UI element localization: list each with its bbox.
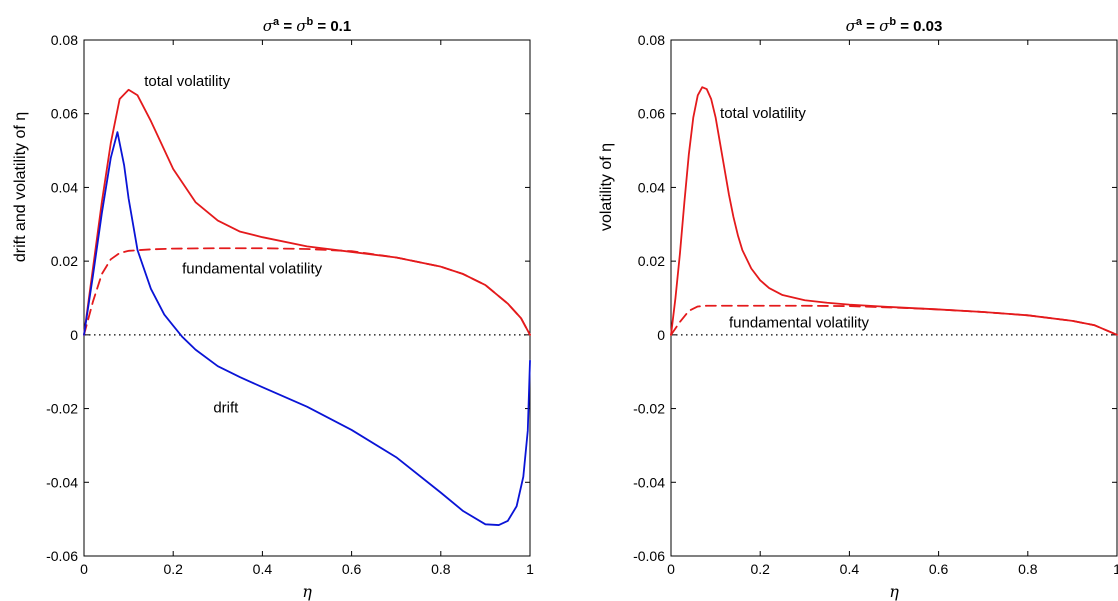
right-y-tick-label: 0 xyxy=(657,327,665,343)
right-y-tick-label: -0.02 xyxy=(633,401,665,417)
right-x-tick-label: 1 xyxy=(1113,561,1118,577)
left-x-axis-label: η xyxy=(302,582,312,601)
left-x-tick-label: 0.8 xyxy=(431,561,451,577)
left-annotation: total volatility xyxy=(144,73,230,90)
right-y-tick-label: 0.06 xyxy=(638,106,665,122)
left-x-tick-label: 0 xyxy=(80,561,88,577)
right-x-tick-label: 0.2 xyxy=(750,561,770,577)
left-y-tick-label: -0.06 xyxy=(46,548,78,564)
left-axes-box xyxy=(83,39,531,557)
left-series-red-dashed-line xyxy=(83,247,531,336)
right-y-axis-label: volatility of η xyxy=(598,143,615,231)
right-y-tick-label: -0.04 xyxy=(633,474,665,490)
left-x-tick-label: 0.6 xyxy=(342,561,362,577)
left-y-tick-label: 0.04 xyxy=(51,179,78,195)
right-y-tick-label: 0.04 xyxy=(638,179,665,195)
left-x-tick-label: 0.4 xyxy=(253,561,273,577)
left-y-tick-label: 0.06 xyxy=(51,106,78,122)
right-chart: σa = σb = 0.03 volatility of η η 0 0.2 0.4… xyxy=(598,16,1118,601)
left-chart-title: σa = σb = 0.1 xyxy=(263,16,351,35)
right-annotation: total volatility xyxy=(720,105,806,122)
left-annotation: fundamental volatility xyxy=(182,260,323,277)
right-y-tick-label: 0.02 xyxy=(638,253,665,269)
left-series-red-solid-line xyxy=(83,88,531,336)
left-x-tick-label: 0.2 xyxy=(163,561,183,577)
left-y-tick-label: -0.04 xyxy=(46,474,78,490)
right-x-tick-label: 0.6 xyxy=(929,561,949,577)
right-y-tick-label: -0.06 xyxy=(633,548,665,564)
left-y-tick-label: 0.02 xyxy=(51,253,78,269)
right-x-tick-label: 0 xyxy=(667,561,675,577)
right-x-tick-label: 0.8 xyxy=(1018,561,1038,577)
right-series-red-dashed-line xyxy=(670,304,1118,336)
left-chart: σa = σb = 0.1 drift and volatility of η … xyxy=(12,16,534,601)
left-series-blue-solid-line xyxy=(83,131,531,526)
right-chart-title: σa = σb = 0.03 xyxy=(846,16,943,35)
left-annotation: drift xyxy=(213,399,239,416)
left-y-axis-label: drift and volatility of η xyxy=(12,112,29,262)
left-y-tick-label: -0.02 xyxy=(46,401,78,417)
right-series-red-solid-line xyxy=(670,86,1118,336)
right-annotation: fundamental volatility xyxy=(729,314,870,331)
left-x-tick-label: 1 xyxy=(526,561,534,577)
right-x-tick-label: 0.4 xyxy=(840,561,860,577)
left-y-tick-label: 0.08 xyxy=(51,32,78,48)
right-y-tick-label: 0.08 xyxy=(638,32,665,48)
right-x-axis-label: η xyxy=(889,582,899,601)
left-y-tick-label: 0 xyxy=(70,327,78,343)
right-axes-box xyxy=(670,39,1118,557)
